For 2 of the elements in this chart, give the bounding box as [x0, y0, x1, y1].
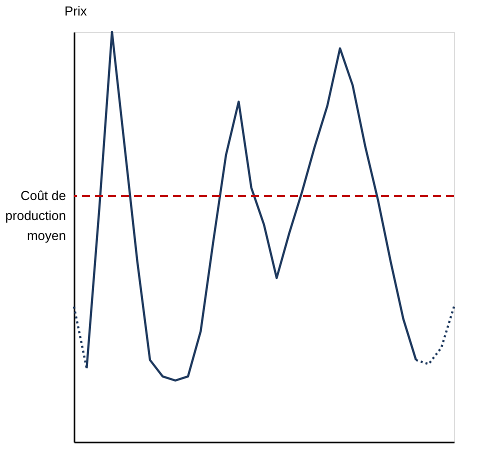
ref-line-label: Coût de production moyen: [5, 188, 66, 243]
y-axis-title: Prix: [64, 4, 88, 18]
